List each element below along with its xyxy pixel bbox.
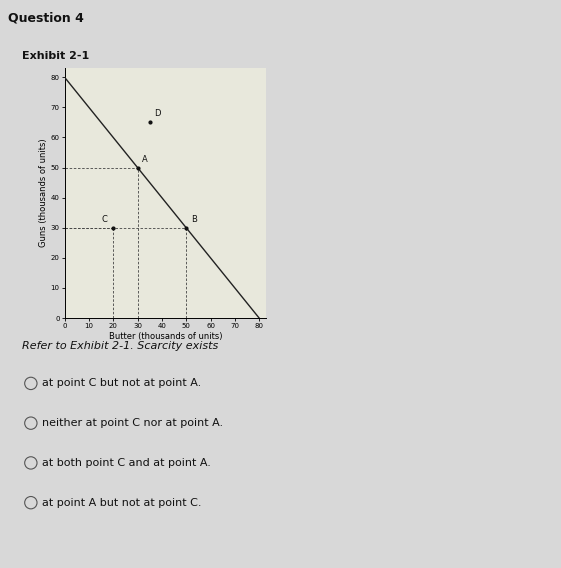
X-axis label: Butter (thousands of units): Butter (thousands of units) [109,332,222,341]
Text: neither at point C nor at point A.: neither at point C nor at point A. [42,418,223,428]
Text: D: D [154,109,161,118]
Text: A: A [142,154,148,164]
Text: Refer to Exhibit 2-1. Scarcity exists: Refer to Exhibit 2-1. Scarcity exists [22,341,219,351]
Text: at both point C and at point A.: at both point C and at point A. [42,458,211,468]
Y-axis label: Guns (thousands of units): Guns (thousands of units) [39,139,48,248]
Text: at point A but not at point C.: at point A but not at point C. [42,498,201,508]
Text: Exhibit 2-1: Exhibit 2-1 [22,51,90,61]
Text: Question 4: Question 4 [8,12,84,25]
Text: C: C [101,215,107,224]
Text: B: B [191,215,197,224]
Text: at point C but not at point A.: at point C but not at point A. [42,378,201,389]
